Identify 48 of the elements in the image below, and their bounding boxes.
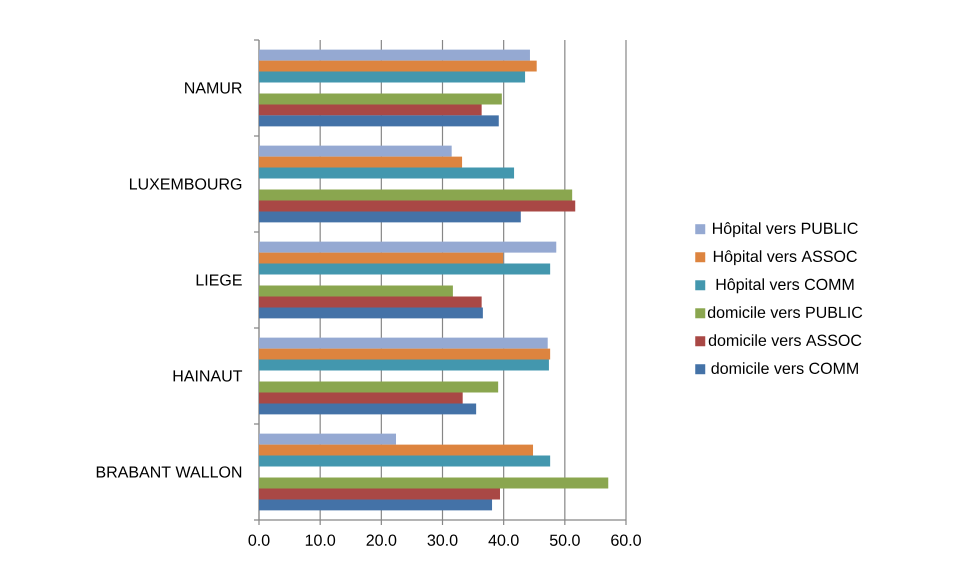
x-tick-label: 10.0	[306, 534, 336, 546]
legend-label: Hôpital vers ASSOC	[714, 250, 857, 266]
bar	[259, 189, 572, 200]
bar	[259, 392, 463, 404]
x-tick-label: 60.0	[611, 534, 641, 546]
bar	[259, 104, 482, 116]
bar	[259, 403, 476, 414]
x-tick-label: 20.0	[366, 534, 396, 546]
bar	[259, 338, 548, 349]
bar	[259, 477, 608, 488]
x-tick-label: 30.0	[428, 534, 458, 546]
bar	[259, 381, 498, 392]
x-tick-label: 40.0	[488, 534, 519, 546]
x-tick-label: 50.0	[550, 534, 580, 546]
bar	[259, 115, 499, 126]
bar	[259, 168, 514, 179]
bar	[259, 456, 550, 467]
bar	[259, 156, 462, 168]
legend-label: domicile vers PUBLIC	[708, 306, 862, 318]
bar	[259, 434, 396, 445]
bar	[259, 93, 502, 104]
bar	[259, 307, 483, 318]
bar	[259, 146, 452, 157]
y-tick-label: HAINAUT	[174, 370, 242, 382]
legend-label: domicile vers ASSOC	[708, 334, 862, 346]
y-tick-label: NAMUR	[185, 82, 242, 94]
legend-label: Hôpital vers COMM	[716, 278, 854, 294]
bar	[259, 499, 492, 510]
bar	[259, 264, 550, 275]
bar	[259, 242, 556, 253]
bar	[259, 252, 504, 264]
bar	[259, 444, 534, 456]
bar	[259, 60, 537, 72]
bar	[259, 285, 453, 296]
y-tick-label: LIEGE	[196, 274, 242, 286]
bar	[259, 200, 576, 212]
legend-label: Hôpital vers PUBLIC	[712, 222, 858, 238]
y-tick-label: BRABANT WALLON	[96, 466, 242, 478]
bar	[259, 50, 530, 61]
bar	[259, 211, 521, 222]
legend-label: domicile vers COMM	[711, 362, 858, 374]
bar	[259, 348, 550, 360]
y-tick-label: LUXEMBOURG	[130, 178, 242, 190]
bar	[259, 296, 482, 308]
bar	[259, 72, 526, 83]
x-tick-label: 0.0	[248, 534, 270, 546]
bar	[259, 488, 500, 500]
bar	[259, 360, 549, 371]
